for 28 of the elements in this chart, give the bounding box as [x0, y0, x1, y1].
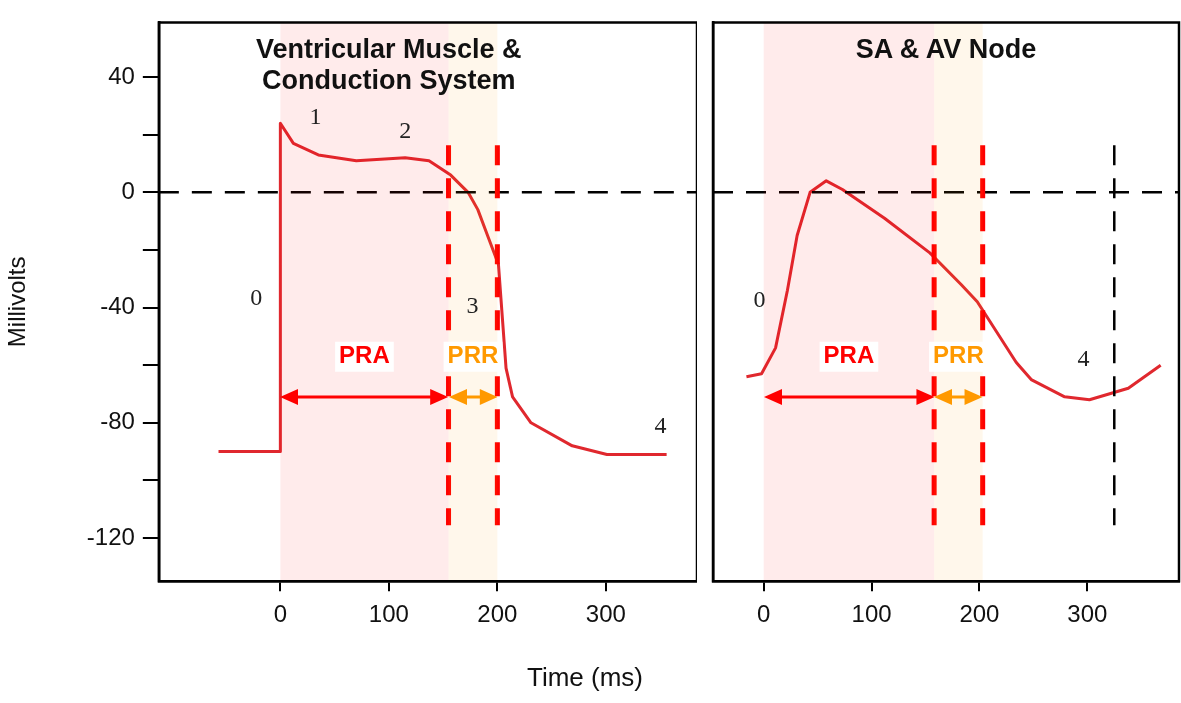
y-tick-label: 0: [121, 176, 135, 204]
annotation: 0: [250, 284, 263, 311]
y-axis-title: Millivolts: [3, 256, 31, 348]
y-tick-label: -80: [100, 407, 135, 435]
band-label: PRR: [447, 341, 499, 369]
annotation: 4: [1077, 345, 1090, 372]
y-tick-label: 40: [108, 61, 135, 89]
x-tick-label: 0: [273, 600, 288, 628]
text: Ventricular Muscle & Conduction System: [255, 34, 523, 97]
band-label: PRR: [933, 341, 984, 369]
x-tick-label: 200: [959, 600, 1000, 628]
annotation: 1: [309, 102, 322, 129]
y-tick-label: -40: [100, 292, 135, 320]
annotation: 2: [399, 117, 412, 144]
x-tick-label: 100: [851, 600, 892, 628]
annotation: 4: [654, 411, 667, 438]
band-label: PRA: [339, 341, 390, 369]
text: SA & AV Node: [854, 34, 1038, 66]
annotation: 0: [753, 285, 766, 312]
x-tick-label: 100: [368, 600, 409, 628]
x-tick-label: 300: [585, 600, 626, 628]
y-tick-label: -120: [86, 522, 135, 550]
x-axis-title: Time (ms): [527, 662, 644, 693]
band-label: PRA: [823, 341, 875, 369]
x-tick-label: 300: [1067, 600, 1108, 628]
x-tick-label: 200: [477, 600, 518, 628]
annotation: 3: [466, 291, 479, 318]
x-tick-label: 0: [757, 600, 771, 628]
